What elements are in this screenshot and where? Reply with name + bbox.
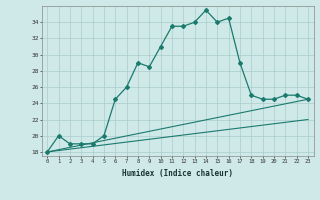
X-axis label: Humidex (Indice chaleur): Humidex (Indice chaleur) — [122, 169, 233, 178]
